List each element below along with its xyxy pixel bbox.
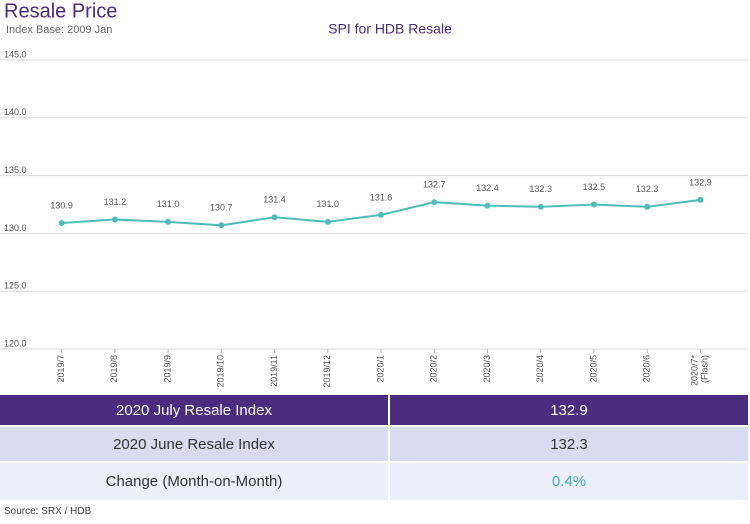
x-tick-label: 2020/1 bbox=[375, 355, 385, 383]
x-tick-label: 2020/2 bbox=[429, 355, 439, 383]
table-cell: 132.9 bbox=[390, 395, 748, 425]
table-cell: 0.4% bbox=[390, 463, 748, 500]
x-tick-label: 2020/4 bbox=[535, 355, 545, 383]
point bbox=[58, 219, 65, 226]
data-label: 131.2 bbox=[104, 197, 127, 207]
point bbox=[165, 218, 172, 225]
data-label: 132.3 bbox=[529, 184, 552, 194]
y-tick-label: 145.0 bbox=[4, 49, 27, 59]
data-label: 132.9 bbox=[689, 177, 712, 187]
chart-title: SPI for HDB Resale bbox=[328, 21, 452, 37]
x-tick-label: 2020/5 bbox=[588, 355, 598, 383]
point bbox=[537, 203, 544, 210]
x-tick-label: 2019/8 bbox=[109, 355, 119, 383]
chart: Resale Price Index Base: 2009 Jan SPI fo… bbox=[0, 0, 748, 388]
x-tick-label: 2019/10 bbox=[216, 355, 226, 388]
x-tick-label: 2019/12 bbox=[322, 355, 332, 388]
subtitle: Index Base: 2009 Jan bbox=[6, 24, 112, 36]
data-label: 130.9 bbox=[50, 200, 73, 210]
point bbox=[697, 196, 704, 203]
y-tick-label: 135.0 bbox=[4, 165, 27, 175]
x-tick-label: 2020/6 bbox=[642, 355, 652, 383]
x-tick-label: 2019/11 bbox=[269, 355, 279, 387]
point bbox=[644, 203, 651, 210]
y-tick-label: 140.0 bbox=[4, 107, 27, 117]
y-tick-label: 120.0 bbox=[4, 338, 27, 348]
page-title: Resale Price bbox=[4, 0, 117, 22]
table-cell: Change (Month-on-Month) bbox=[0, 463, 388, 500]
data-label: 132.3 bbox=[636, 184, 659, 194]
x-tick-label: 2020/7*(Flash) bbox=[690, 355, 710, 387]
point bbox=[431, 199, 438, 206]
table-cell: 132.3 bbox=[390, 427, 748, 461]
point bbox=[111, 216, 118, 223]
data-label: 132.4 bbox=[476, 183, 499, 193]
point bbox=[218, 222, 225, 229]
y-tick-label: 125.0 bbox=[4, 281, 27, 291]
point bbox=[271, 214, 278, 221]
point bbox=[484, 202, 491, 209]
x-tick-label: 2020/3 bbox=[482, 355, 492, 383]
table-cell: 2020 June Resale Index bbox=[0, 427, 388, 461]
data-label: 131.0 bbox=[317, 199, 340, 209]
source: Source: SRX / HDB bbox=[4, 506, 92, 517]
data-label: 132.7 bbox=[423, 180, 446, 190]
data-label: 130.7 bbox=[210, 203, 233, 213]
point bbox=[378, 211, 384, 218]
x-tick-label: 2019/9 bbox=[162, 355, 172, 383]
table-cell: 2020 July Resale Index bbox=[0, 395, 388, 425]
y-tick-label: 130.0 bbox=[4, 223, 27, 233]
x-tick-label: 2019/7 bbox=[56, 355, 66, 383]
data-label: 131.4 bbox=[263, 195, 286, 205]
data-label: 131.6 bbox=[370, 192, 393, 202]
data-label: 132.5 bbox=[583, 182, 606, 192]
point bbox=[324, 218, 331, 225]
point bbox=[590, 201, 597, 208]
data-label: 131.0 bbox=[157, 199, 180, 209]
